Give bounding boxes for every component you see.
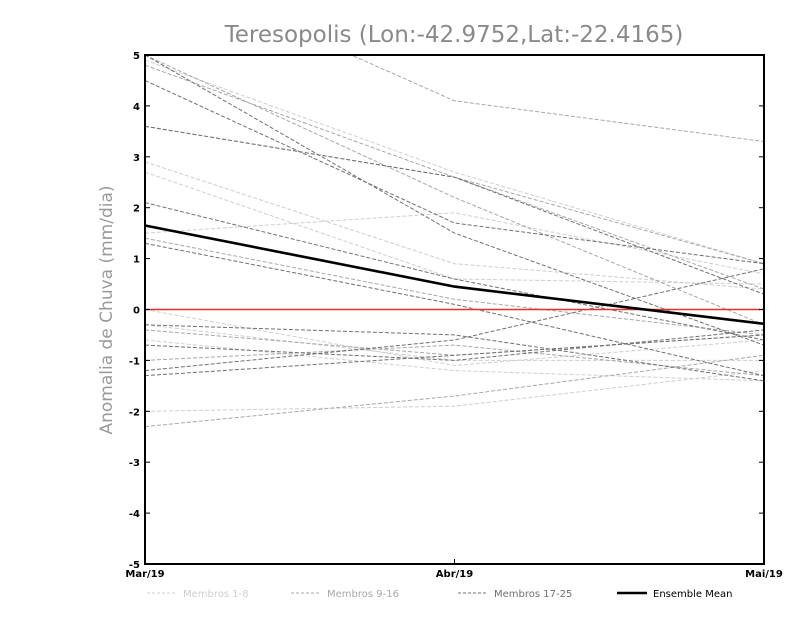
member-line-g3-2 [145, 125, 764, 295]
member-line-g3-3 [145, 202, 764, 341]
member-line-g3-6 [145, 329, 764, 361]
y-tick-label: 4 [133, 102, 140, 113]
x-tick-label: Abr/19 [436, 569, 473, 580]
y-tick-label: -1 [129, 356, 140, 367]
member-line-g2-5 [145, 55, 764, 326]
y-axis: -5 -4 -3 -2 -1 0 1 2 3 4 5 [129, 51, 764, 571]
x-tick-label: Mai/19 [745, 569, 783, 580]
legend-label: Ensemble Mean [653, 589, 732, 600]
chart-title: Teresopolis (Lon:-42.9752,Lat:-22.4165) [224, 22, 684, 48]
member-line-g3-8 [145, 55, 764, 346]
legend-label: Membros 1-8 [183, 589, 249, 600]
series-layer [145, 55, 764, 428]
y-tick-label: -3 [129, 458, 140, 469]
member-line-g1-1 [145, 370, 764, 412]
y-tick-label: -5 [129, 560, 140, 571]
y-tick-label: 1 [133, 255, 140, 266]
member-line-g3-9 [145, 324, 764, 382]
member-line-g2-2 [145, 64, 764, 290]
y-axis-label: Anomalia de Chuva (mm/dia) [97, 185, 117, 434]
x-tick-label: Mar/19 [125, 569, 164, 580]
y-tick-label: -2 [129, 407, 140, 418]
legend-label: Membros 17-25 [494, 589, 572, 600]
y-tick-label: 3 [133, 153, 140, 164]
member-line-g3-1 [145, 80, 764, 265]
legend-label: Membros 9-16 [327, 589, 399, 600]
member-line-g3-7 [145, 334, 764, 377]
member-line-g2-6 [145, 329, 764, 356]
member-line-g2-7 [145, 237, 764, 336]
member-line-g1-6 [145, 171, 764, 285]
member-line-g2-1 [350, 55, 764, 142]
member-line-g3-5 [145, 268, 764, 372]
y-tick-label: 5 [133, 51, 140, 62]
y-tick-label: -4 [129, 509, 140, 520]
member-line-g1-3 [145, 161, 764, 290]
member-line-g1-2 [145, 212, 764, 275]
ensemble-mean-line [144, 224, 765, 326]
y-tick-label: 2 [133, 204, 140, 215]
member-line-g1-7 [145, 324, 764, 361]
y-tick-label: 0 [133, 306, 140, 317]
member-line-g2-8 [145, 354, 764, 428]
x-axis: Mar/19 Abr/19 Mai/19 [125, 559, 783, 580]
legend: Membros 1-8 Membros 9-16 Membros 17-25 Ense… [147, 589, 732, 600]
member-line-g1-5 [145, 59, 764, 265]
member-line-g3-4 [145, 242, 764, 377]
